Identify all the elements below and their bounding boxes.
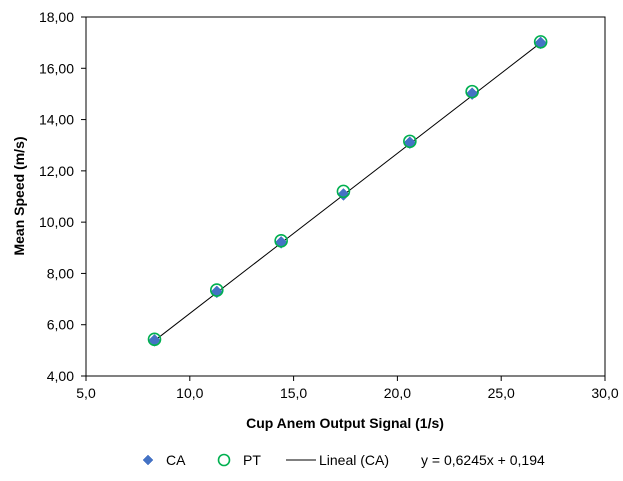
y-tick-label: 6,00: [47, 317, 74, 333]
x-tick-label: 20,0: [384, 385, 411, 401]
x-axis-ticks: 5,0 10,0 15,0 20,0 25,0 30,0: [76, 376, 619, 401]
legend-marker-pt: [217, 453, 231, 467]
data-point-pt: [336, 184, 351, 199]
data-point-pt: [209, 283, 224, 297]
x-tick-label: 30,0: [591, 385, 618, 401]
y-axis-title: Mean Speed (m/s): [11, 136, 27, 255]
y-tick-label: 8,00: [47, 265, 74, 281]
y-tick-label: 16,00: [39, 60, 74, 76]
x-tick-label: 5,0: [76, 385, 96, 401]
trendline-equation: y = 0,6245x + 0,194: [421, 452, 545, 468]
x-tick-label: 15,0: [280, 385, 307, 401]
data-point-pt: [147, 332, 162, 347]
data-point-ca: [337, 188, 350, 201]
y-tick-label: 14,00: [39, 112, 74, 128]
legend-label-ca: CA: [166, 452, 186, 468]
x-tick-label: 25,0: [488, 385, 515, 401]
data-point-pt: [465, 84, 479, 99]
x-tick-label: 10,0: [176, 385, 203, 401]
legend-label-trendline: Lineal (CA): [319, 452, 389, 468]
y-tick-label: 18,00: [39, 9, 74, 25]
y-axis-ticks: 4,00 6,00 8,00 10,00 12,00 14,00 16,00 18,00: [39, 9, 86, 384]
y-tick-label: 12,00: [39, 163, 74, 179]
data-point-pt: [274, 234, 288, 248]
y-tick-label: 4,00: [47, 368, 74, 384]
data-point-ca: [534, 36, 547, 50]
data-point-ca: [148, 334, 161, 347]
data-point-ca: [274, 236, 288, 249]
legend-label-pt: PT: [243, 452, 261, 468]
data-point-pt: [533, 35, 548, 49]
legend: CA PT Lineal (CA) y = 0,6245x + 0,194: [142, 452, 545, 468]
y-tick-label: 10,00: [39, 214, 74, 230]
legend-marker-ca: [142, 454, 154, 466]
x-axis-title: Cup Anem Output Signal (1/s): [246, 415, 444, 431]
data-marks-layer: [147, 35, 548, 347]
data-point-pt: [403, 134, 417, 149]
